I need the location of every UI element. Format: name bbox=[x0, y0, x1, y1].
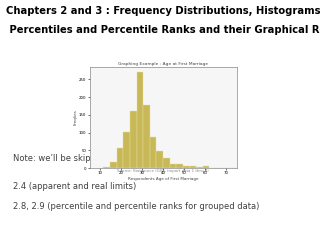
Bar bbox=[130, 111, 137, 168]
Y-axis label: Freqlies: Freqlies bbox=[73, 110, 77, 126]
Bar bbox=[123, 132, 130, 168]
Bar bbox=[203, 166, 209, 168]
Text: 2.4 (apparent and real limits): 2.4 (apparent and real limits) bbox=[13, 182, 136, 192]
Bar bbox=[150, 137, 156, 168]
X-axis label: Respondents Age of First Marriage: Respondents Age of First Marriage bbox=[128, 177, 198, 181]
Bar bbox=[156, 151, 163, 168]
Text: Note: we’ll be skipping book sections:: Note: we’ll be skipping book sections: bbox=[13, 154, 172, 163]
Text: Percentiles and Percentile Ranks and their Graphical Representations: Percentiles and Percentile Ranks and the… bbox=[6, 25, 320, 35]
Bar bbox=[196, 167, 203, 168]
Text: Chapters 2 and 3 : Frequency Distributions, Histograms,: Chapters 2 and 3 : Frequency Distributio… bbox=[6, 6, 320, 16]
Bar bbox=[183, 166, 189, 168]
Bar bbox=[117, 148, 123, 168]
Bar bbox=[143, 105, 150, 168]
Bar bbox=[163, 158, 170, 168]
Title: Graphing Example : Age at First Marriage: Graphing Example : Age at First Marriage bbox=[118, 62, 208, 66]
Bar bbox=[189, 166, 196, 168]
Bar bbox=[176, 164, 183, 168]
Bar bbox=[170, 164, 176, 168]
Bar bbox=[110, 162, 117, 168]
Bar bbox=[103, 167, 110, 168]
Text: Source: Statsource (GSS, import data 1 thru 4): Source: Statsource (GSS, import data 1 t… bbox=[117, 168, 209, 173]
Bar bbox=[137, 72, 143, 168]
Text: 2.8, 2.9 (percentile and percentile ranks for grouped data): 2.8, 2.9 (percentile and percentile rank… bbox=[13, 202, 259, 211]
